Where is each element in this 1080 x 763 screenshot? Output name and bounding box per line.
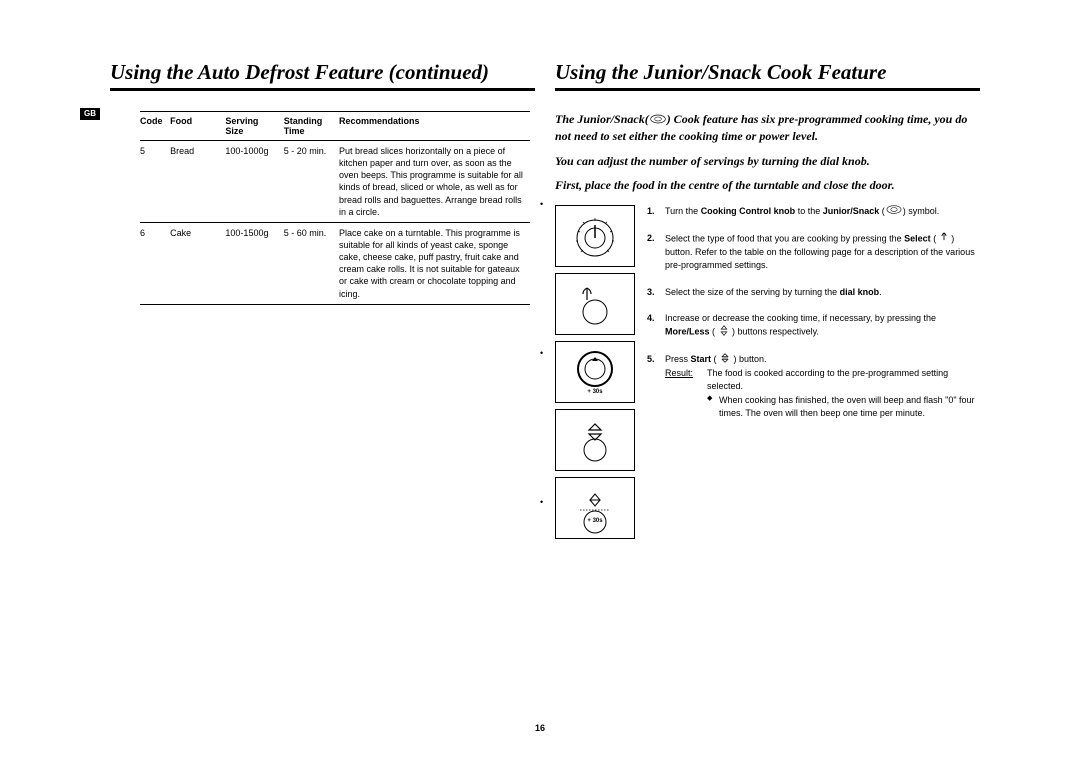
cell-code: 6 (140, 222, 170, 304)
step-number: 4. (647, 312, 665, 339)
cell-size: 100-1500g (225, 222, 283, 304)
th-size: ServingSize (225, 112, 283, 141)
moreless-icon (719, 325, 729, 340)
left-column: Using the Auto Defrost Feature (continue… (110, 60, 535, 539)
page-number: 16 (535, 723, 545, 733)
table-row: 5 Bread 100-1000g 5 - 20 min. Put bread … (140, 141, 530, 223)
panel-knob-icon (555, 205, 635, 267)
control-panel-illustrations: + 30s + 30s (555, 205, 635, 539)
step-body: Turn the Cooking Control knob to the Jun… (665, 205, 980, 218)
step-number: 2. (647, 232, 665, 272)
step-body: Increase or decrease the cooking time, i… (665, 312, 980, 339)
intro-paragraph-3: First, place the food in the centre of t… (555, 177, 980, 193)
intro-paragraph-2: You can adjust the number of servings by… (555, 153, 980, 169)
snack-icon (886, 205, 902, 218)
step-item: 2.Select the type of food that you are c… (647, 232, 980, 272)
bullet-text: When cooking has finished, the oven will… (719, 394, 980, 419)
cell-food: Bread (170, 141, 225, 223)
panel-dial-icon: + 30s (555, 341, 635, 403)
step-item: 1.Turn the Cooking Control knob to the J… (647, 205, 980, 218)
step-item: 4.Increase or decrease the cooking time,… (647, 312, 980, 339)
result-label: Result: (665, 367, 707, 392)
cell-size: 100-1000g (225, 141, 283, 223)
cell-time: 5 - 60 min. (284, 222, 339, 304)
right-page-title: Using the Junior/Snack Cook Feature (555, 60, 980, 91)
binder-dots: ••• (540, 200, 543, 507)
cell-food: Cake (170, 222, 225, 304)
step-item: 3.Select the size of the serving by turn… (647, 286, 980, 299)
panel-start-icon: + 30s (555, 477, 635, 539)
result-text: The food is cooked according to the pre-… (707, 367, 980, 392)
th-food: Food (170, 112, 225, 141)
cell-code: 5 (140, 141, 170, 223)
table-row: 6 Cake 100-1500g 5 - 60 min. Place cake … (140, 222, 530, 304)
step-body: Press Start ( ) button.Result: The food … (665, 353, 980, 419)
start-icon (720, 353, 730, 367)
step-body: Select the type of food that you are coo… (665, 232, 980, 272)
select-icon (940, 232, 948, 247)
intro-paragraph-1: The Junior/Snack() Cook feature has six … (555, 111, 980, 145)
cell-time: 5 - 20 min. (284, 141, 339, 223)
th-code: Code (140, 112, 170, 141)
panel-30s-label: + 30s (587, 389, 602, 395)
left-page-title: Using the Auto Defrost Feature (continue… (110, 60, 535, 91)
snack-icon (650, 112, 666, 128)
step-body: Select the size of the serving by turnin… (665, 286, 980, 299)
bullet-icon: ◆ (707, 394, 719, 419)
th-time: StandingTime (284, 112, 339, 141)
panel-select-icon (555, 273, 635, 335)
step-number: 3. (647, 286, 665, 299)
steps-list: 1.Turn the Cooking Control knob to the J… (647, 205, 980, 539)
gb-tag: GB (80, 108, 100, 120)
step-number: 1. (647, 205, 665, 218)
step-number: 5. (647, 353, 665, 419)
defrost-table: Code Food ServingSize StandingTime Recom… (140, 111, 530, 305)
cell-rec: Place cake on a turntable. This programm… (339, 222, 530, 304)
right-column: Using the Junior/Snack Cook Feature The … (555, 60, 980, 539)
panel-moreless-icon (555, 409, 635, 471)
th-rec: Recommendations (339, 112, 530, 141)
step-item: 5.Press Start ( ) button.Result: The foo… (647, 353, 980, 419)
cell-rec: Put bread slices horizontally on a piece… (339, 141, 530, 223)
panel-30s-label-2: + 30s (587, 518, 602, 524)
